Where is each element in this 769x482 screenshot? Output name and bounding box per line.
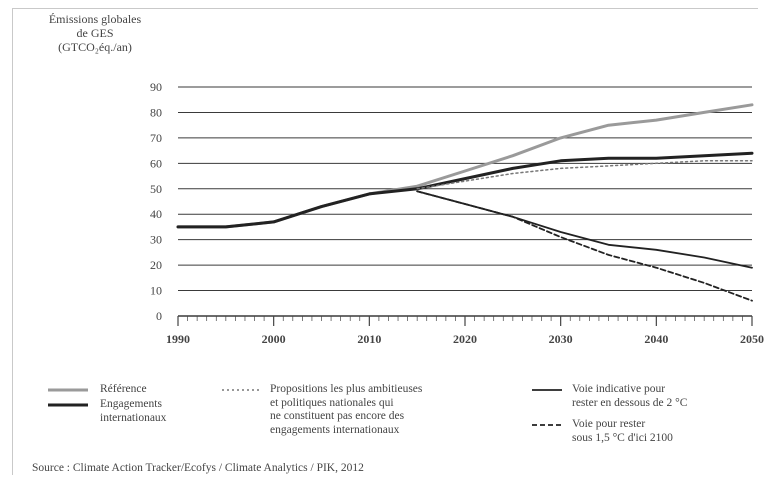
y-tick-labels: 0 10 20 30 40 50 60 70 80 90	[150, 80, 162, 323]
y-axis-title: Émissions globales de GES (GTCO₂éq./an)	[20, 12, 170, 54]
series-line-2	[176, 151, 754, 229]
y-tick-label-80: 80	[150, 105, 162, 119]
legend-label-propositions-line-3: ne constituent pas encore des	[270, 410, 405, 422]
y-tick-label-40: 40	[150, 207, 162, 221]
y-tick-label-50: 50	[150, 182, 162, 196]
figure-frame	[12, 8, 758, 475]
x-tick-label-1990: 1990	[166, 332, 190, 346]
y-axis-title-line-2: de GES	[76, 26, 114, 40]
y-tick-label-90: 90	[150, 80, 162, 94]
legend-label-voie-2c-line-1: Voie indicative pour	[572, 383, 666, 395]
y-axis-title-line-3: (GTCO₂éq./an)	[58, 40, 132, 54]
series-lines	[176, 103, 754, 302]
legend-label-propositions: Propositions les plus ambitieuses et pol…	[270, 383, 422, 437]
x-tick-label-2050: 2050	[740, 332, 764, 346]
x-axis: 1990 2000 2010 2020 2030 2040 2050	[166, 316, 764, 346]
y-tick-label-20: 20	[150, 258, 162, 272]
x-tick-label-2000: 2000	[262, 332, 286, 346]
legend-label-voie-15c: Voie pour rester sous 1,5 °C d'ici 2100	[572, 418, 673, 445]
legend-label-voie-15c-line-1: Voie pour rester	[572, 418, 646, 430]
source-note: Source : Climate Action Tracker/Ecofys /…	[32, 462, 364, 474]
y-tick-label-60: 60	[150, 156, 162, 170]
legend-label-propositions-line-2: et politiques nationales qui	[270, 396, 394, 409]
legend-label-reference: Référence	[100, 383, 147, 395]
legend-label-voie-15c-line-2: sous 1,5 °C d'ici 2100	[572, 431, 673, 444]
series-line-3	[416, 160, 753, 190]
legend-label-voie-2c-line-2: rester en dessous de 2 °C	[572, 396, 688, 409]
series-line-5	[416, 190, 753, 302]
x-tick-label-2010: 2010	[357, 332, 381, 346]
legend-label-voie-2c: Voie indicative pour rester en dessous d…	[572, 383, 687, 410]
y-axis-title-line-1: Émissions globales	[48, 12, 142, 26]
legend-label-propositions-line-4: engagements internationaux	[270, 423, 400, 436]
y-tick-label-70: 70	[150, 131, 162, 145]
x-tick-label-2040: 2040	[644, 332, 668, 346]
y-tick-label-30: 30	[150, 233, 162, 247]
legend-label-engagements: Engagements internationaux	[100, 398, 166, 425]
legend-label-engagements-line-1: Engagements	[100, 398, 162, 410]
x-tick-label-2020: 2020	[453, 332, 477, 346]
y-tick-label-10: 10	[150, 284, 162, 298]
legend-label-propositions-line-1: Propositions les plus ambitieuses	[270, 383, 423, 395]
x-tick-label-2030: 2030	[549, 332, 573, 346]
legend-label-engagements-line-2: internationaux	[100, 411, 167, 424]
y-tick-label-0: 0	[156, 309, 162, 323]
